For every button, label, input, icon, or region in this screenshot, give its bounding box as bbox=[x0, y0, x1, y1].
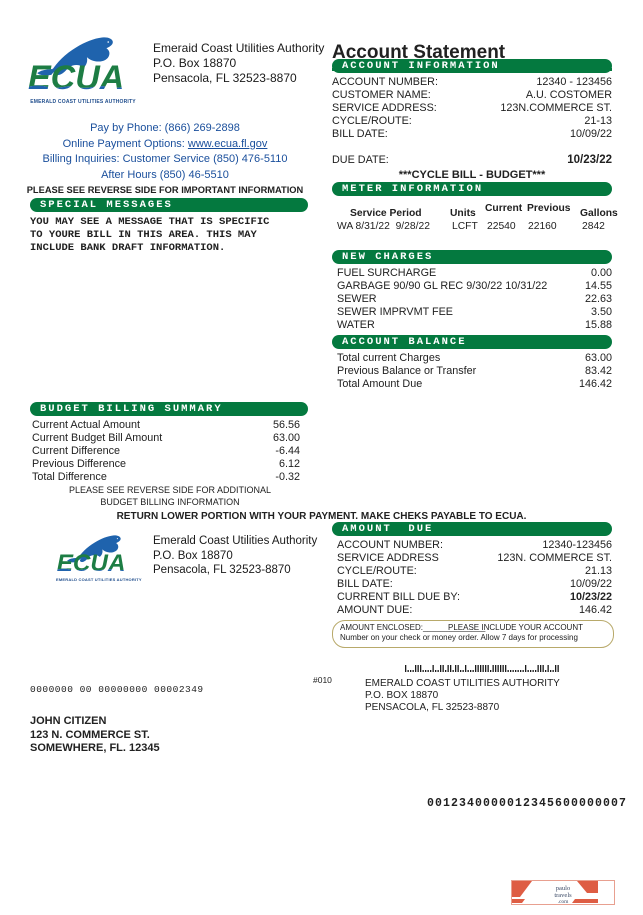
svg-text:.com: .com bbox=[558, 899, 570, 904]
svg-text:paulo: paulo bbox=[556, 885, 570, 892]
svg-text:travels: travels bbox=[554, 892, 572, 899]
